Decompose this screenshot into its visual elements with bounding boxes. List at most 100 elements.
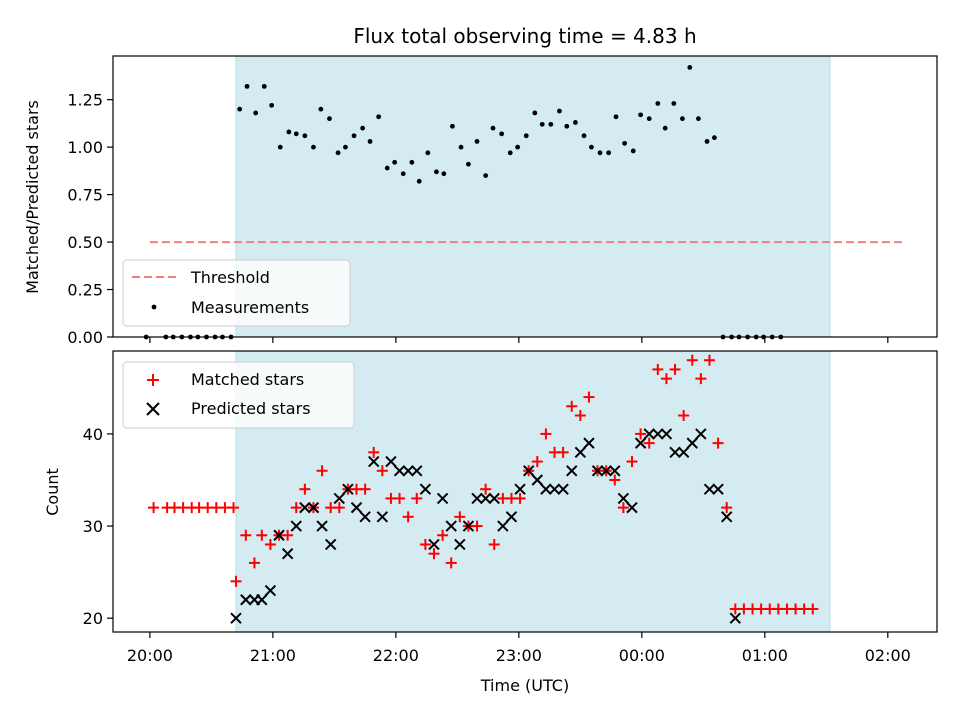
predicted-star-point (376, 511, 389, 523)
predicted-star-point (368, 455, 380, 468)
matched-star-point (299, 483, 311, 495)
legend-predicted-label: Predicted stars (191, 399, 311, 418)
legend-measurements-label: Measurements (191, 298, 309, 317)
measurement-point (376, 114, 382, 120)
matched-star-point (445, 557, 457, 569)
predicted-star-point (479, 492, 492, 505)
measurement-point (655, 101, 661, 106)
measurement-point (244, 83, 250, 89)
measurement-point (458, 144, 464, 150)
measurement-point (613, 114, 619, 120)
predicted-star-point (393, 465, 406, 477)
predicted-star-point (643, 428, 655, 440)
measurement-point (400, 171, 406, 177)
predicted-star-point (720, 511, 733, 523)
top-x-ticks (149, 337, 889, 343)
x-tick-label: 01:00 (742, 646, 788, 665)
measurement-point (597, 150, 603, 156)
measurement-point (286, 129, 292, 135)
predicted-star-point (634, 437, 647, 449)
predicted-star-point (695, 428, 707, 440)
matched-star-point (437, 529, 449, 541)
measurement-point (277, 144, 283, 150)
predicted-star-point (626, 501, 638, 514)
predicted-star-point (729, 612, 742, 624)
measurement-point (425, 150, 431, 156)
y-tick-label: 40 (83, 425, 103, 444)
measurement-points (143, 64, 784, 340)
measurement-point (360, 125, 366, 131)
measurement-point (483, 173, 489, 179)
bottom-x-ticks: 20:00 21:00 22:00 23:00 00:00 01:00 02:00 (127, 632, 911, 665)
measurement-point (589, 144, 594, 150)
measurement-point (532, 110, 538, 116)
legend-matched-label: Matched stars (191, 370, 304, 389)
measurement-point (564, 123, 570, 129)
predicted-star-point (557, 483, 569, 495)
measurement-point (548, 121, 554, 127)
bottom-panel: 20 30 40 20:00 21:00 22:00 23:00 00:00 01:00 02:… (43, 350, 938, 695)
measurement-point (335, 150, 341, 156)
legend-measurements-swatch (151, 304, 157, 310)
predicted-star-point (600, 465, 612, 477)
matched-star-point (712, 437, 724, 449)
measurement-point (293, 131, 299, 137)
predicted-star-point (514, 483, 526, 495)
matched-star-point (617, 502, 629, 514)
matched-star-point (557, 446, 569, 458)
matched-star-point (148, 502, 160, 514)
legend-threshold-label: Threshold (190, 268, 270, 287)
predicted-star-point (324, 538, 337, 551)
measurement-point (573, 120, 578, 125)
measurement-point (646, 116, 652, 122)
matched-star-point (721, 502, 733, 514)
matched-star-point (256, 529, 268, 541)
x-tick-label: 20:00 (127, 646, 173, 665)
y-tick-label: 1.00 (67, 138, 103, 157)
bottom-y-axis-label: Count (43, 468, 62, 516)
predicted-star-point (574, 446, 587, 459)
top-axes-frame (112, 55, 938, 338)
predicted-star-point (281, 547, 294, 560)
matched-star-point (454, 511, 466, 523)
matched-star-point (703, 354, 715, 366)
x-tick-label: 00:00 (619, 646, 665, 665)
predicted-star-point (677, 446, 690, 459)
x-tick-label: 23:00 (496, 646, 542, 665)
measurement-point (261, 83, 267, 89)
measurement-point (384, 165, 390, 171)
measurement-point (515, 144, 521, 150)
y-tick-label: 20 (83, 609, 103, 628)
matched-star-point (290, 502, 302, 514)
predicted-star-point (540, 483, 552, 495)
predicted-star-point (445, 520, 457, 532)
predicted-star-point (385, 455, 397, 468)
measurement-point (311, 144, 316, 150)
matched-star-point (652, 363, 664, 375)
measurement-point (499, 131, 505, 137)
measurement-point (269, 102, 275, 108)
predicted-star-point (566, 465, 578, 477)
measurement-point (409, 159, 415, 165)
predicted-star-points (230, 428, 742, 624)
matched-star-point (609, 474, 621, 486)
predicted-star-point (712, 483, 724, 495)
matched-star-point (583, 391, 595, 403)
predicted-star-point (428, 538, 440, 551)
matched-star-point (540, 428, 552, 440)
matched-star-point (531, 456, 543, 468)
matched-star-point (316, 465, 328, 477)
matched-star-point (686, 354, 698, 366)
predicted-star-point (342, 483, 354, 495)
y-tick-label: 0.25 (67, 281, 103, 300)
x-tick-label: 22:00 (373, 646, 419, 665)
matched-star-point (626, 456, 638, 468)
matched-star-point (359, 483, 371, 495)
predicted-star-point (505, 511, 518, 523)
bottom-axes-frame (112, 350, 938, 633)
measurement-point (638, 112, 644, 118)
measurement-point (367, 139, 373, 144)
predicted-star-point (462, 520, 475, 532)
matched-star-point (471, 520, 483, 532)
measurement-point (434, 169, 439, 175)
